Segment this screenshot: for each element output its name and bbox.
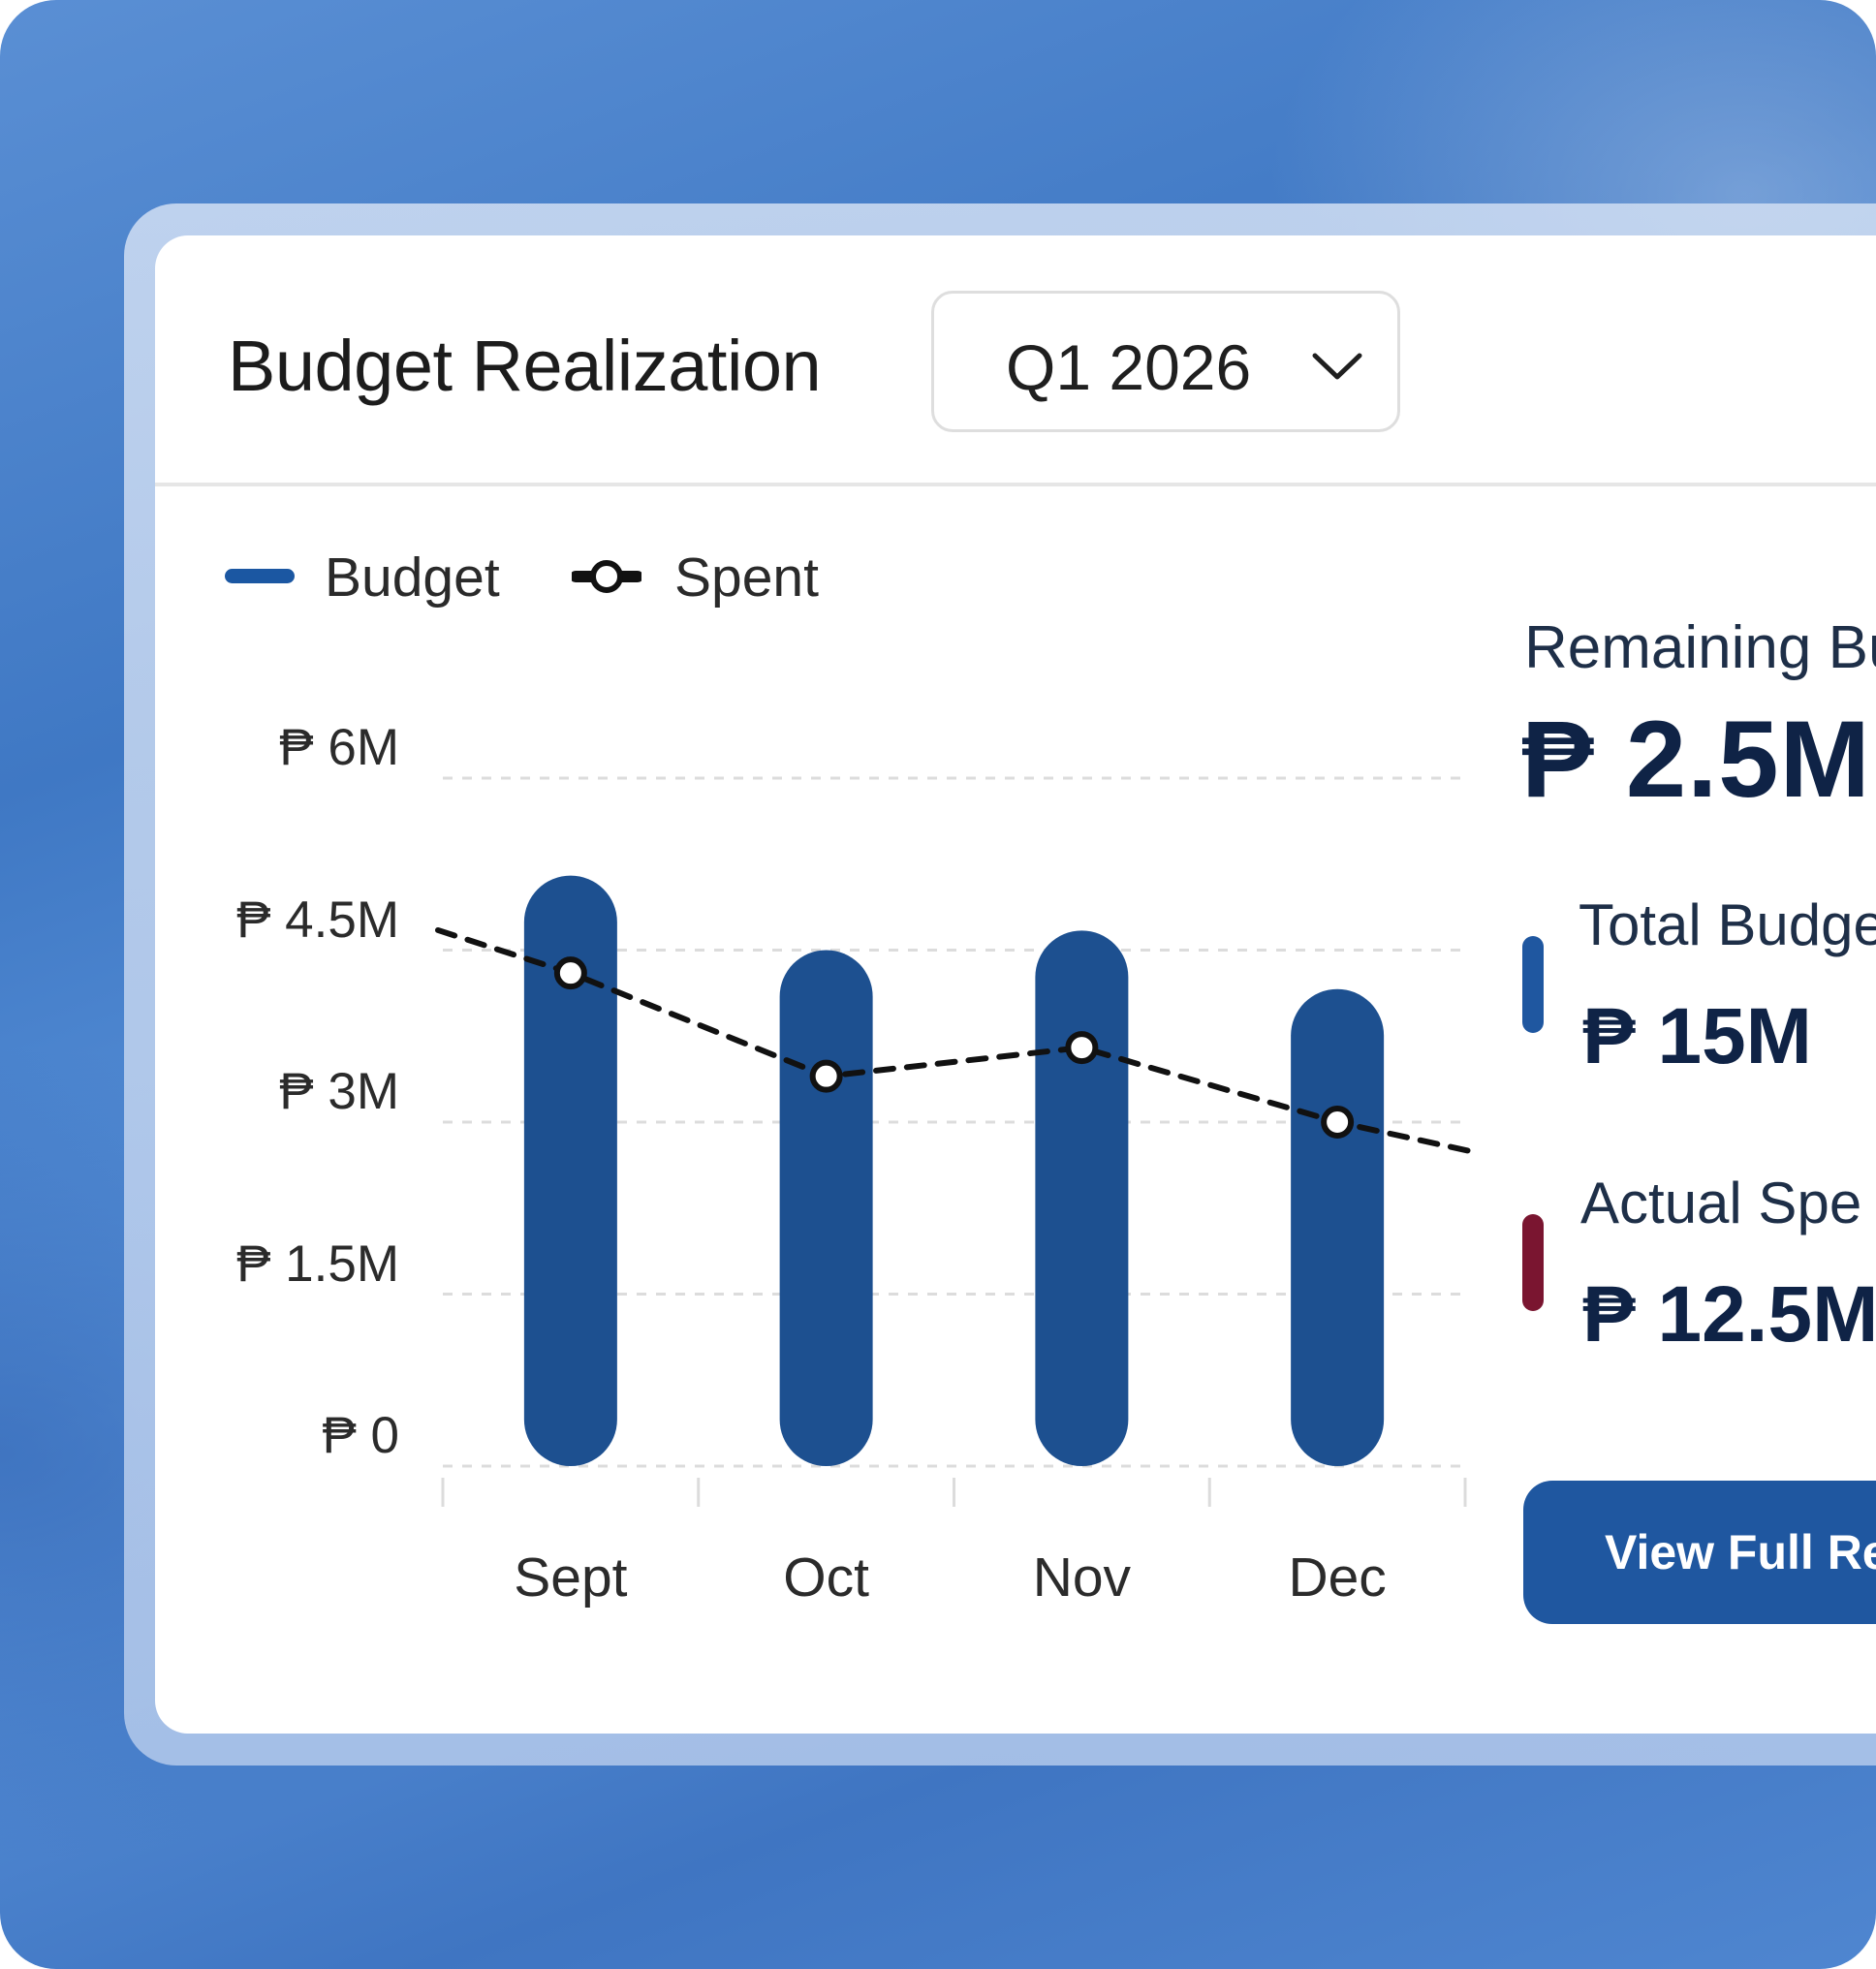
legend-budget-swatch [225, 569, 295, 583]
x-tick-label: Oct [783, 1547, 869, 1609]
remaining-budget-label: Remaining Bu [1524, 614, 1876, 681]
y-tick-label: ₱ 4.5M [236, 891, 399, 949]
budget-bar [779, 950, 873, 1466]
y-tick-label: ₱ 6M [279, 719, 399, 776]
period-dropdown[interactable]: Q1 2026 [931, 291, 1400, 432]
actual-spent-value: ₱ 12.5M [1582, 1270, 1876, 1359]
legend-budget-label: Budget [325, 547, 500, 609]
legend-spent-label: Spent [674, 547, 819, 609]
budget-bar [1291, 988, 1385, 1466]
x-tick-label: Nov [1032, 1547, 1132, 1609]
spent-point [809, 1059, 843, 1093]
chevron-down-icon [1312, 353, 1362, 380]
period-dropdown-value: Q1 2026 [1006, 331, 1252, 403]
view-full-report-button[interactable]: View Full Re [1523, 1481, 1876, 1624]
y-tick-label: ₱ 3M [279, 1063, 399, 1120]
legend-spent-marker-icon [572, 560, 641, 593]
budget-bar [523, 875, 617, 1466]
card-title: Budget Realization [228, 326, 822, 406]
x-tick-label: Sept [514, 1547, 628, 1609]
budget-card: Budget Realization Q1 2026 Budget Spent … [155, 235, 1876, 1734]
budget-bar [1035, 930, 1129, 1466]
actual-spent-label: Actual Spe [1580, 1171, 1862, 1235]
total-budget-value: ₱ 15M [1582, 992, 1812, 1080]
total-budget-label: Total Budge [1579, 892, 1876, 957]
spent-point [553, 956, 587, 990]
actual-spent-marker [1522, 1214, 1544, 1311]
x-tick-label: Dec [1288, 1547, 1387, 1609]
y-tick-label: ₱ 1.5M [236, 1235, 399, 1293]
spent-point [1065, 1031, 1099, 1065]
spent-line [435, 926, 1476, 1155]
budget-chart [435, 776, 1476, 1507]
total-budget-marker [1522, 936, 1544, 1033]
y-tick-label: ₱ 0 [322, 1407, 399, 1464]
spent-point [1321, 1106, 1355, 1139]
header-divider [155, 483, 1876, 486]
remaining-budget-value: ₱ 2.5M [1521, 699, 1871, 820]
